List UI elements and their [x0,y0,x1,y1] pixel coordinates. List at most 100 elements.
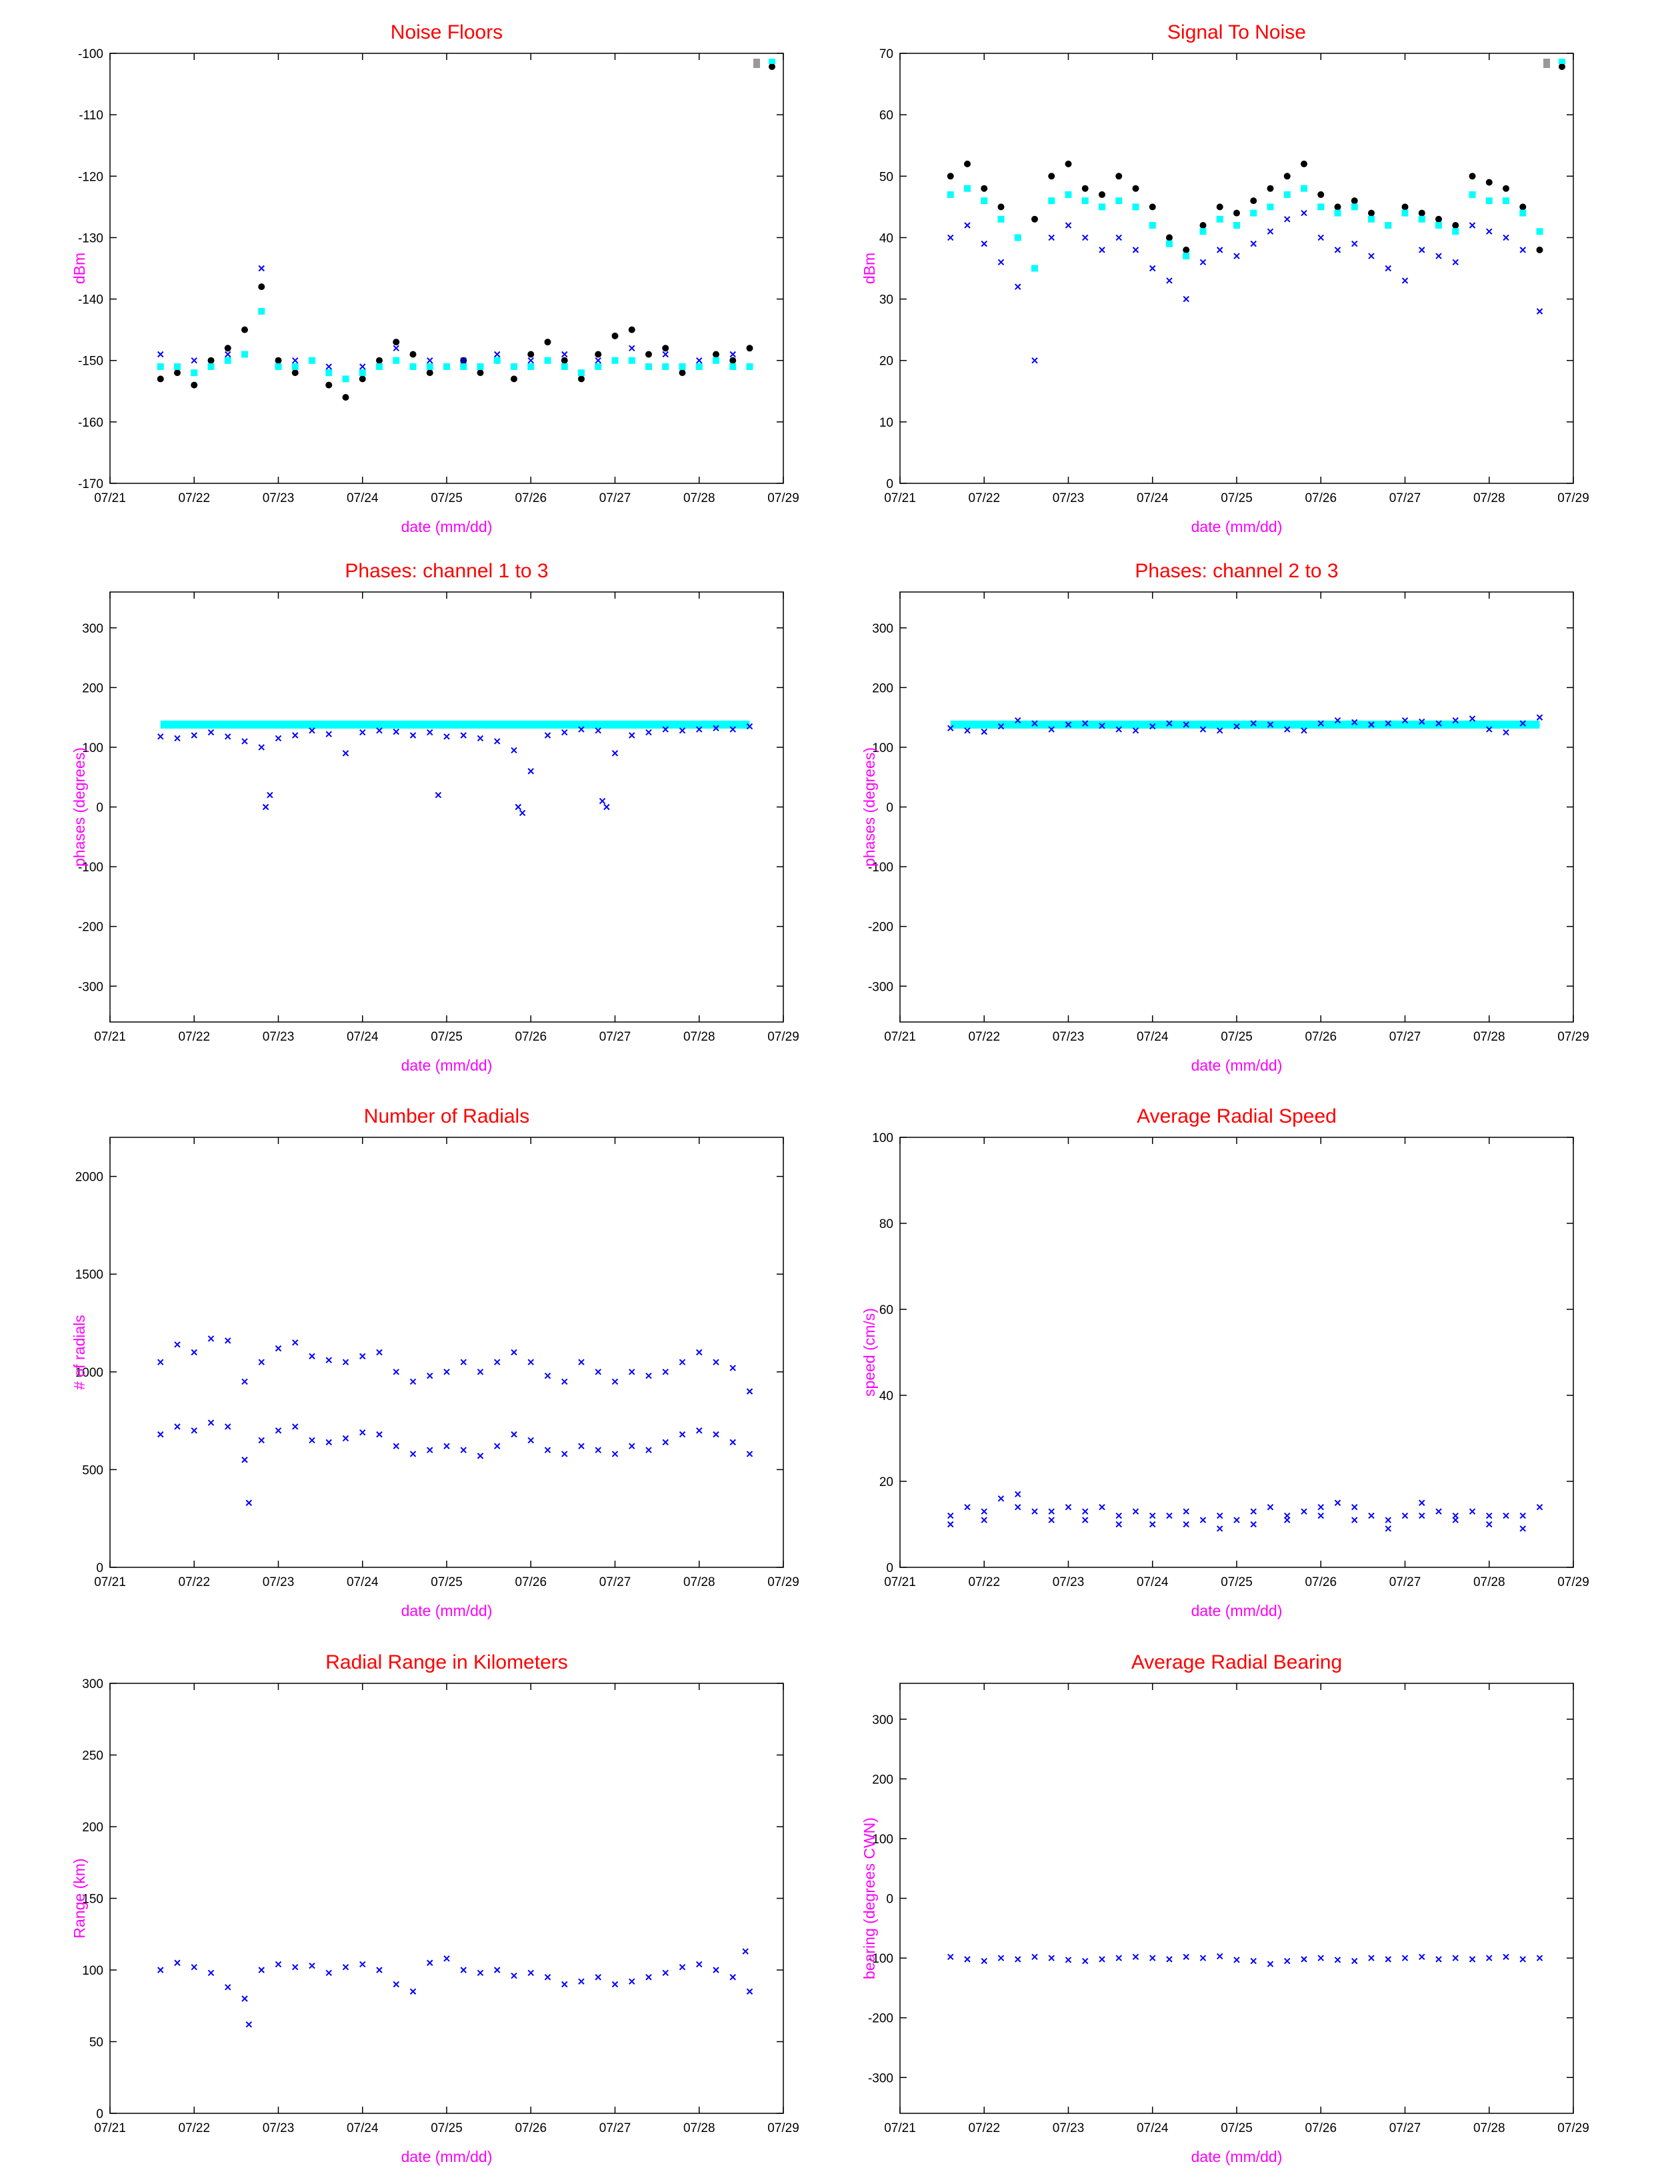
data-point [1503,234,1509,241]
x-tick-label: 07/29 [1557,1030,1589,1044]
data-point [1351,240,1358,247]
data-point [359,369,366,377]
x-tick-label: 07/24 [347,491,379,505]
x-tick-label: 07/25 [1221,2121,1253,2135]
y-tick-label: -100 [78,861,103,875]
data-point [611,357,619,364]
data-point [376,727,383,734]
data-point [1283,191,1291,198]
data-point [258,283,265,291]
data-point [245,2021,253,2028]
data-point [1301,209,1307,217]
data-point [1183,246,1190,253]
data-point [1536,246,1543,253]
data-point [578,726,585,733]
data-point [679,363,686,370]
chart-title: Phases: channel 1 to 3 [345,560,548,582]
y-tick-label: -300 [868,2071,893,2085]
data-point [427,729,433,736]
data-point [511,1349,517,1356]
data-point [409,363,417,370]
data-point [1250,1957,1257,1965]
data-point [342,1359,349,1365]
x-tick-label: 07/25 [1221,491,1253,505]
data-point [1199,1517,1207,1523]
y-tick-label: 70 [879,47,893,61]
data-point [1099,247,1105,253]
data-point [611,332,619,339]
data-point [611,1451,619,1457]
x-tick-label: 07/26 [515,1575,547,1589]
chart-bearing: Average Radial Bearing 300 200 100 0 -100 -200… [861,1651,1589,2165]
data-point [1216,203,1223,211]
data-point [1519,1512,1526,1519]
data-point [342,375,349,383]
data-point [1301,185,1307,192]
data-point [1317,203,1325,211]
y-tick-label: 0 [886,1561,893,1575]
y-tick-label: 200 [872,681,893,695]
x-tick-label: 07/22 [968,1030,1000,1044]
x-axis-label: date (mm/dd) [401,518,493,535]
data-point [981,1957,987,1965]
data-point [1250,197,1257,205]
data-point [393,1443,399,1449]
data-point [629,732,635,739]
x-tick-label: 07/22 [968,1575,1000,1589]
data-point [527,1437,534,1444]
data-point [1317,234,1324,241]
data-point [1452,228,1459,235]
x-tick-label: 07/27 [599,1030,631,1044]
data-point [393,728,399,735]
chart-title: Average Radial Bearing [1131,1651,1342,1673]
data-point [1183,253,1190,260]
data-point [258,1967,265,1973]
x-tick-label: 07/25 [431,491,463,505]
data-point [427,1959,433,1966]
data-point [511,375,517,383]
data-point [292,1423,299,1430]
y-tick-label: 40 [879,1389,893,1403]
data-point [258,1437,265,1444]
y-tick-label: 20 [879,355,893,369]
data-point [245,1499,253,1506]
data-point [1149,265,1156,272]
data-point [1183,295,1189,303]
legend-marker [769,63,775,70]
data-point [1469,173,1476,180]
data-point [578,1359,585,1365]
data-point [1015,717,1021,724]
data-point [629,1978,635,1985]
x-tick-label: 07/21 [94,491,126,505]
data-point [1250,1508,1257,1515]
data-point [1149,723,1156,730]
data-point [426,369,433,377]
data-point [1334,203,1341,211]
data-point [1385,1525,1391,1532]
data-point [1435,1508,1442,1515]
data-point [1317,1955,1324,1961]
data-point [629,1369,635,1375]
y-tick-label: 20 [879,1475,893,1489]
data-point [359,1961,366,1968]
x-tick-label: 07/22 [178,491,210,505]
x-tick-label: 07/24 [347,1575,379,1589]
data-point [527,363,535,370]
y-tick-label: 60 [879,1303,893,1317]
data-point [1217,1525,1223,1532]
data-point [1082,1508,1089,1515]
data-point [393,1369,399,1375]
data-point [1435,215,1442,223]
data-point [1435,222,1442,229]
data-point [191,1963,197,1971]
data-point [746,1388,753,1395]
data-point [494,1967,501,1973]
y-axis-label: dBm [861,253,878,284]
data-point [1015,1956,1021,1963]
data-point [1115,173,1123,180]
data-point [527,1969,534,1977]
data-point [1452,259,1459,265]
chart-title: Noise Floors [391,21,503,43]
data-point [224,357,231,364]
